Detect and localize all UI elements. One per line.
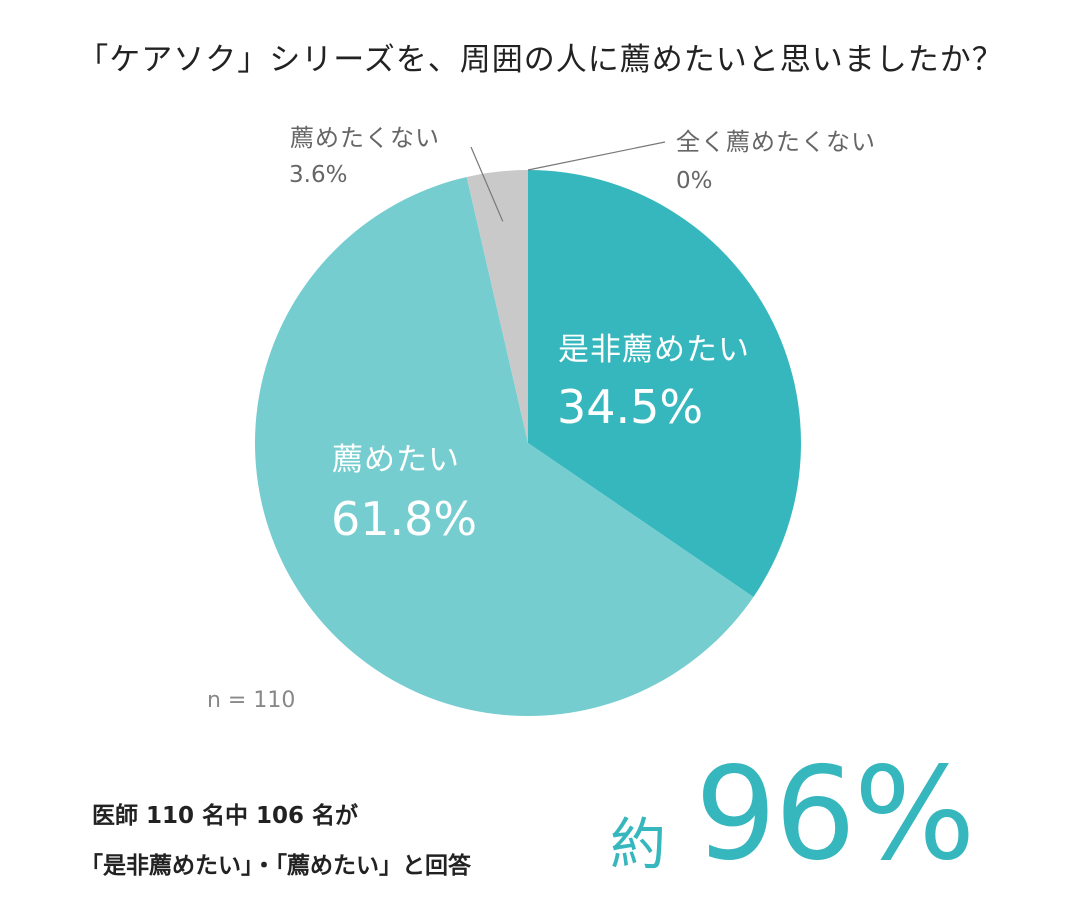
slice-value-strongly-recommend: 34.5% [557,380,704,434]
slice-strongly-recommend [528,170,801,597]
sample-size: n = 110 [207,688,296,713]
callout-value-never-recommend: 0% [676,168,713,194]
slice-label-recommend: 薦めたい [332,442,460,478]
summary-line-1: 医師 110 名中 106 名が [92,803,359,829]
leader-line-never-recommend [527,141,666,171]
slice-value-recommend: 61.8% [331,492,478,546]
slice-label-strongly-recommend: 是非薦めたい [558,332,750,368]
slice-recommend [255,176,754,717]
summary-big-value: 96% [695,740,975,889]
leader-line-not-recommend [470,146,504,222]
chart-title: 「ケアソク」シリーズを、周囲の人に薦めたいと思いましたか？ [77,42,1004,78]
callout-label-never-recommend: 全く薦めたくない [676,128,876,156]
summary-line-2: 「是非薦めたい」・「薦めたい」と回答 [80,853,471,879]
callout-value-not-recommend: 3.6% [289,162,348,188]
slice-not-recommend [466,170,528,443]
summary-prefix: 約 [610,813,666,878]
callout-label-not-recommend: 薦めたくない [290,124,440,152]
